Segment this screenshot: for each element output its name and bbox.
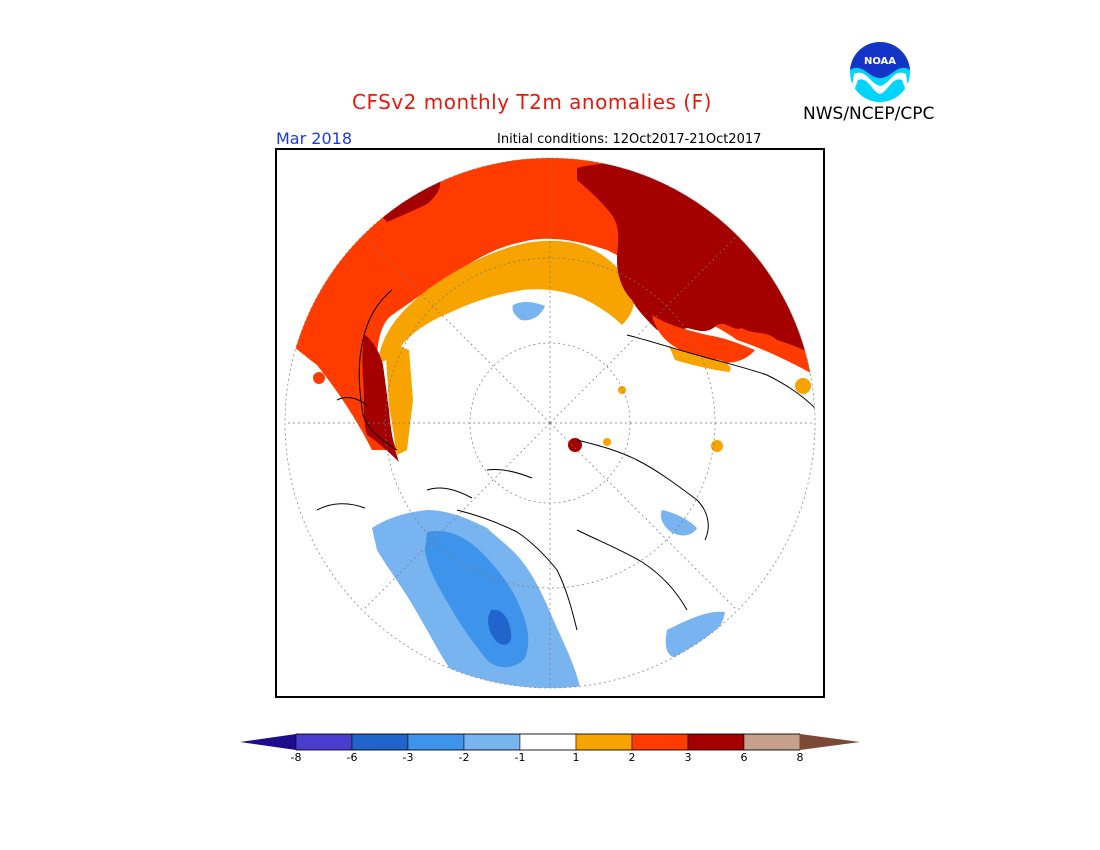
graticule bbox=[285, 158, 815, 688]
siberia-coast-orange bbox=[669, 346, 731, 372]
noaa-logo: NOAA bbox=[848, 40, 912, 104]
colorbar-swatch bbox=[295, 733, 353, 751]
colorbar-swatch bbox=[631, 733, 689, 751]
colorbar-swatch bbox=[407, 733, 465, 751]
polar-map bbox=[275, 148, 825, 698]
forecast-month: Mar 2018 bbox=[276, 129, 352, 148]
coastlines bbox=[316, 289, 815, 631]
colorbar-swatch bbox=[351, 733, 409, 751]
colorbar-label: 3 bbox=[684, 751, 692, 764]
colorbar bbox=[240, 733, 860, 755]
greenland-orange-patch bbox=[385, 340, 413, 455]
chart-title: CFSv2 monthly T2m anomalies (F) bbox=[352, 90, 712, 114]
colorbar-swatch bbox=[687, 733, 745, 751]
warm-spot bbox=[568, 438, 582, 452]
scandinavia-cool-patch bbox=[661, 510, 697, 536]
canada-cool-deep bbox=[488, 609, 512, 645]
colorbar-label: -3 bbox=[402, 751, 414, 764]
colorbar-swatch bbox=[463, 733, 521, 751]
organization-label: NWS/NCEP/CPC bbox=[803, 104, 935, 124]
map-boundary bbox=[284, 157, 816, 689]
colorbar-swatch bbox=[519, 733, 577, 751]
colorbar-below-min bbox=[240, 734, 296, 750]
orange-anomaly-ring bbox=[377, 240, 634, 365]
colorbar-label: -2 bbox=[458, 751, 470, 764]
colorbar-label: 8 bbox=[796, 751, 804, 764]
initial-conditions-label: Initial conditions: 12Oct2017-21Oct2017 bbox=[497, 132, 762, 147]
colorbar-above-max bbox=[800, 734, 860, 750]
warm-spot bbox=[795, 378, 811, 394]
noaa-logo-text: NOAA bbox=[864, 56, 896, 67]
arctic-near-normal bbox=[395, 289, 635, 470]
warm-spot bbox=[313, 372, 325, 384]
warm-spot bbox=[603, 438, 611, 446]
europe-cool-patch bbox=[665, 611, 725, 658]
colorbar-label: 1 bbox=[572, 751, 580, 764]
arctic-small-cool-patch bbox=[512, 302, 545, 321]
colorbar-label: 6 bbox=[740, 751, 748, 764]
colorbar-label: 2 bbox=[628, 751, 636, 764]
colorbar-swatch bbox=[743, 733, 801, 751]
colorbar-label: -6 bbox=[346, 751, 358, 764]
warm-spot bbox=[711, 440, 723, 452]
colorbar-swatch bbox=[575, 733, 633, 751]
warm-spot bbox=[618, 386, 626, 394]
siberia-coast-warm bbox=[652, 315, 755, 363]
colorbar-label: -8 bbox=[290, 751, 302, 764]
colorbar-label: -1 bbox=[514, 751, 526, 764]
